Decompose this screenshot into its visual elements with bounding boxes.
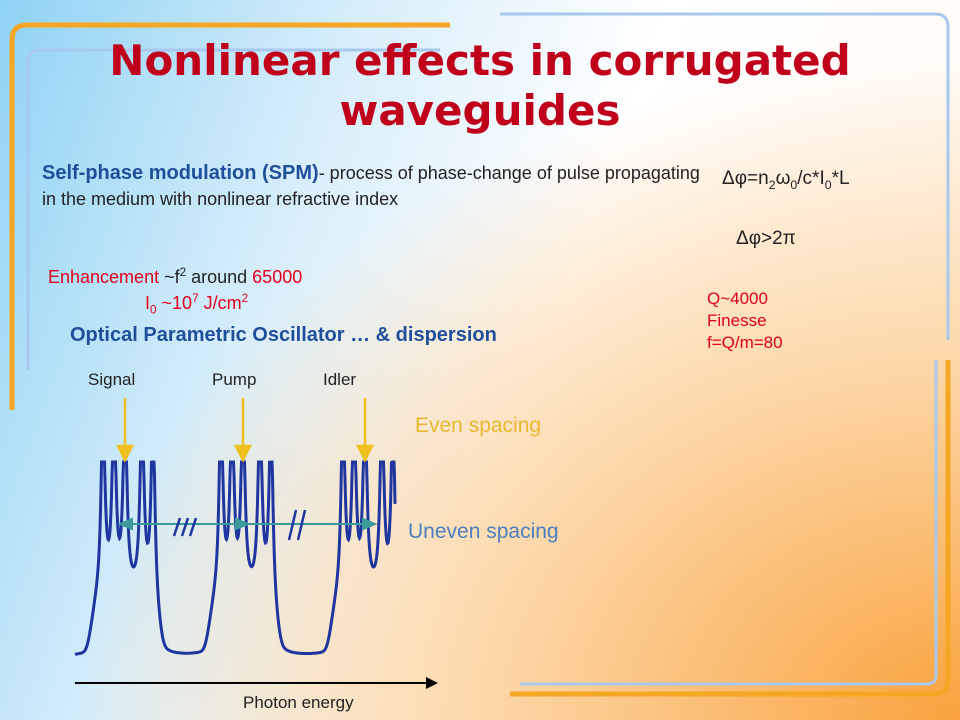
part: ~10 <box>156 293 193 313</box>
q-line: f=Q/m=80 <box>707 333 783 352</box>
part: around <box>186 267 253 287</box>
part: 2 <box>179 266 187 279</box>
uneven-label: Uneven spacing <box>408 520 559 543</box>
quality: Q~4000 Finesse f=Q/m=80 <box>707 288 783 354</box>
part: ~f <box>159 267 180 287</box>
spm-text: Self-phase modulation (SPM)- process of … <box>42 160 702 212</box>
part: 0 <box>824 177 832 192</box>
signal-label: Signal <box>88 370 136 389</box>
part: Enhancement <box>48 267 160 287</box>
part: 65000 <box>252 267 303 287</box>
pump-label: Pump <box>212 370 257 389</box>
title: Nonlinear effects in corrugated waveguid… <box>109 36 851 135</box>
condition: Δφ>2π <box>736 228 796 249</box>
idler-label: Idler <box>323 370 357 389</box>
q-line: Q~4000 <box>707 289 768 308</box>
part: ω <box>775 168 791 189</box>
part: 2 <box>241 292 249 305</box>
part: 7 <box>192 292 199 305</box>
part: 0 <box>150 303 157 317</box>
formula: Δφ=n2ω0/c*I0*L <box>722 168 850 192</box>
spm-definition: - process of phase-change of pulse propa… <box>42 163 700 209</box>
part: *L <box>831 168 850 189</box>
enhancement-1: Enhancement ~f2 around 65000 <box>48 266 302 288</box>
part: /c*I <box>797 168 825 189</box>
part: J/cm <box>198 293 242 313</box>
spm-term: Self-phase modulation (SPM) <box>42 162 319 184</box>
opo-heading: Optical Parametric Oscillator … & disper… <box>70 324 497 346</box>
q-line: Finesse <box>707 311 767 330</box>
enhancement-2: I0 ~107 J/cm2 <box>145 292 248 317</box>
part: 0 <box>790 177 798 192</box>
part: Δφ=n <box>722 168 769 189</box>
axis-label: Photon energy <box>243 693 354 712</box>
even-label: Even spacing <box>415 414 542 437</box>
part: I <box>145 293 151 313</box>
part: 2 <box>768 177 776 192</box>
